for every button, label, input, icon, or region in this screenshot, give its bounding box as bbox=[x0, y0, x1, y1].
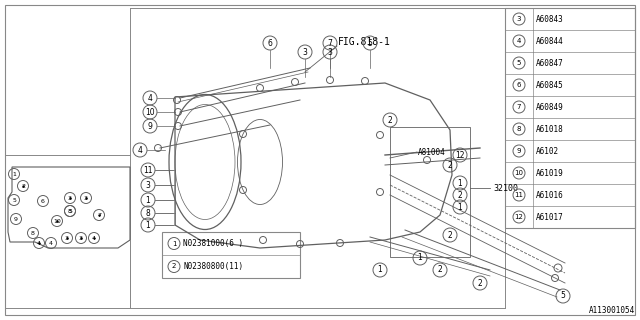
Text: A60843: A60843 bbox=[536, 14, 564, 23]
Text: 1: 1 bbox=[378, 266, 382, 275]
Text: 2: 2 bbox=[447, 161, 452, 170]
Text: 1: 1 bbox=[458, 203, 462, 212]
Bar bbox=[162, 232, 300, 278]
Text: 1: 1 bbox=[146, 196, 150, 204]
Text: 2: 2 bbox=[458, 190, 462, 199]
Text: FIG.818-1: FIG.818-1 bbox=[338, 37, 391, 47]
Bar bbox=[505, 8, 635, 228]
Text: 3: 3 bbox=[65, 236, 69, 241]
Text: 5: 5 bbox=[12, 197, 16, 203]
Text: 3: 3 bbox=[68, 196, 72, 201]
Text: A60847: A60847 bbox=[536, 59, 564, 68]
Text: 7: 7 bbox=[328, 38, 332, 47]
Bar bbox=[5, 155, 130, 308]
Text: 6: 6 bbox=[268, 38, 273, 47]
Text: 3: 3 bbox=[145, 180, 150, 189]
Text: A81004: A81004 bbox=[418, 148, 445, 156]
Text: 2: 2 bbox=[438, 266, 442, 275]
Text: N02381000(6 ): N02381000(6 ) bbox=[183, 239, 243, 248]
Text: 6: 6 bbox=[516, 82, 521, 88]
Text: 8: 8 bbox=[516, 126, 521, 132]
Text: 1: 1 bbox=[418, 253, 422, 262]
Text: 11: 11 bbox=[515, 192, 524, 198]
Bar bbox=[390, 127, 470, 257]
Text: 5: 5 bbox=[561, 292, 565, 300]
Text: 4: 4 bbox=[37, 241, 41, 245]
Text: 2: 2 bbox=[447, 230, 452, 239]
Text: A61017: A61017 bbox=[536, 212, 564, 221]
Text: 10: 10 bbox=[515, 170, 524, 176]
Text: 8: 8 bbox=[68, 209, 72, 213]
Text: 9: 9 bbox=[148, 122, 152, 131]
Text: 7: 7 bbox=[97, 212, 101, 218]
Text: 10: 10 bbox=[145, 108, 155, 116]
Text: 3: 3 bbox=[303, 47, 307, 57]
Text: 5: 5 bbox=[367, 38, 372, 47]
Text: 1: 1 bbox=[458, 179, 462, 188]
Text: A60844: A60844 bbox=[536, 36, 564, 45]
Text: 2: 2 bbox=[21, 183, 25, 188]
Text: 1: 1 bbox=[12, 172, 16, 177]
Text: 11: 11 bbox=[143, 165, 153, 174]
Text: 1: 1 bbox=[146, 220, 150, 229]
Text: 4: 4 bbox=[148, 93, 152, 102]
Text: A6102: A6102 bbox=[536, 147, 559, 156]
Text: 2: 2 bbox=[172, 263, 176, 269]
Text: 2: 2 bbox=[477, 278, 483, 287]
Text: 8: 8 bbox=[146, 209, 150, 218]
Text: 7: 7 bbox=[516, 104, 521, 110]
Text: 5: 5 bbox=[517, 60, 521, 66]
Text: 9: 9 bbox=[14, 217, 18, 221]
Text: A61018: A61018 bbox=[536, 124, 564, 133]
Text: A60845: A60845 bbox=[536, 81, 564, 90]
Text: 12: 12 bbox=[455, 150, 465, 159]
Text: 4: 4 bbox=[92, 236, 96, 241]
Text: 2: 2 bbox=[388, 116, 392, 124]
Text: 5: 5 bbox=[68, 209, 72, 213]
Text: A61016: A61016 bbox=[536, 190, 564, 199]
Text: 10: 10 bbox=[53, 219, 61, 223]
Text: 8: 8 bbox=[31, 230, 35, 236]
Text: 3: 3 bbox=[79, 236, 83, 241]
Text: 4: 4 bbox=[49, 241, 53, 245]
Text: 3: 3 bbox=[516, 16, 521, 22]
Text: 4: 4 bbox=[138, 146, 143, 155]
Text: A61019: A61019 bbox=[536, 169, 564, 178]
Text: 32100: 32100 bbox=[493, 183, 518, 193]
Text: 6: 6 bbox=[41, 198, 45, 204]
Text: 3: 3 bbox=[84, 196, 88, 201]
Text: N02380800(11): N02380800(11) bbox=[183, 262, 243, 271]
Text: A60849: A60849 bbox=[536, 102, 564, 111]
Text: 3: 3 bbox=[328, 47, 332, 57]
Text: 4: 4 bbox=[517, 38, 521, 44]
Text: A113001054: A113001054 bbox=[589, 306, 635, 315]
Text: 1: 1 bbox=[172, 241, 176, 246]
Text: 12: 12 bbox=[515, 214, 524, 220]
Text: 9: 9 bbox=[516, 148, 521, 154]
